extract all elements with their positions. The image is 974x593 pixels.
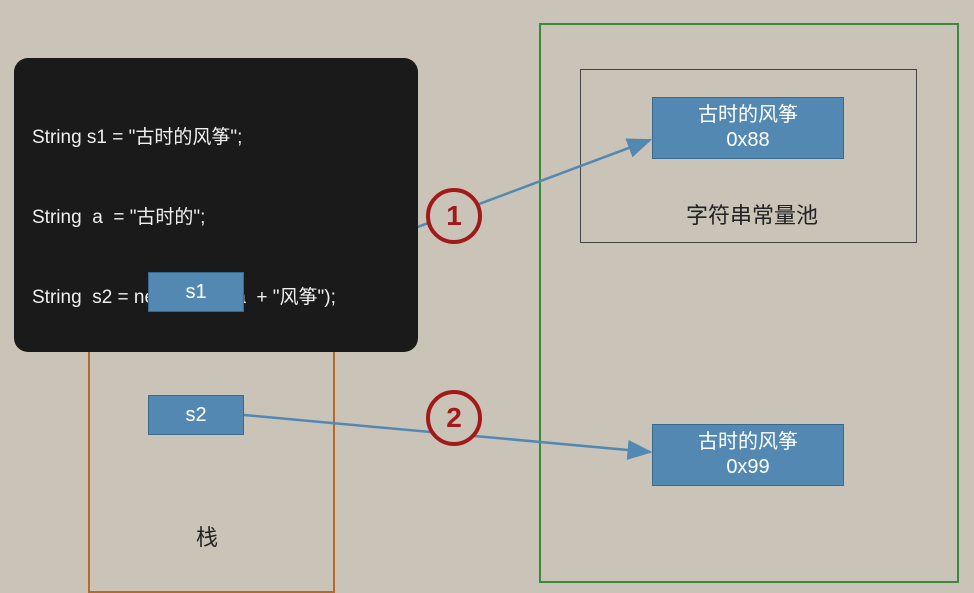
badge-number: 2: [446, 402, 462, 434]
stack-var-s2: s2: [148, 395, 244, 435]
code-line: String s1 = "古时的风筝";: [32, 125, 400, 152]
string-pool-label: 字符串常量池: [686, 198, 818, 230]
heap-obj-addr: 0x99: [726, 455, 769, 480]
stack-var-label: s2: [185, 403, 206, 428]
heap-obj-0x88: 古时的风筝 0x88: [652, 97, 844, 159]
stack-var-label: s1: [185, 280, 206, 305]
badge-1: 1: [426, 188, 482, 244]
stack-label: 栈: [196, 520, 218, 552]
code-line: String a = "古时的";: [32, 205, 400, 232]
heap-obj-text: 古时的风筝: [698, 430, 798, 455]
stack-var-s1: s1: [148, 272, 244, 312]
badge-number: 1: [446, 200, 462, 232]
heap-obj-0x99: 古时的风筝 0x99: [652, 424, 844, 486]
heap-obj-text: 古时的风筝: [698, 103, 798, 128]
badge-2: 2: [426, 390, 482, 446]
heap-obj-addr: 0x88: [726, 128, 769, 153]
